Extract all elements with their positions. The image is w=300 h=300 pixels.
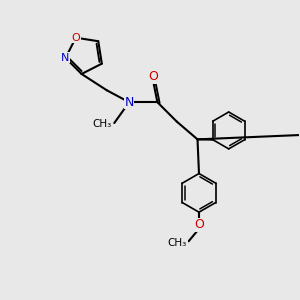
Text: N: N bbox=[124, 96, 134, 109]
Text: O: O bbox=[194, 218, 204, 232]
Text: O: O bbox=[148, 70, 158, 83]
Text: O: O bbox=[71, 33, 80, 43]
Text: CH₃: CH₃ bbox=[92, 119, 111, 130]
Text: N: N bbox=[61, 53, 70, 63]
Text: CH₃: CH₃ bbox=[168, 238, 187, 248]
